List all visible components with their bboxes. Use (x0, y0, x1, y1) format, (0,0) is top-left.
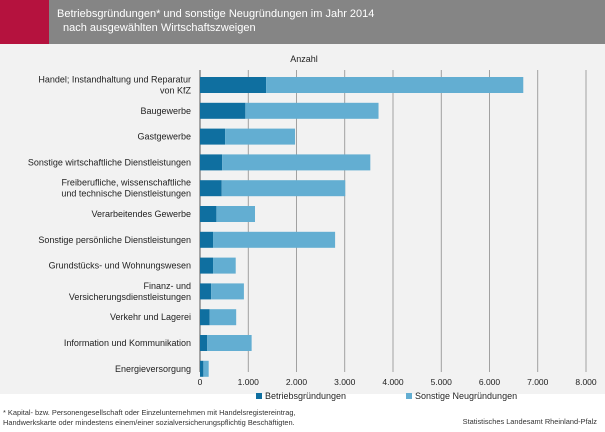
header-title-bar: Betriebsgründungen* und sonstige Neugrün… (49, 0, 605, 44)
category-label: Information und Kommunikation (64, 338, 191, 348)
category-label: Baugewerbe (140, 106, 191, 116)
bar-betriebsgruendungen (200, 206, 217, 222)
bar-sonstige-neugruendungen (245, 102, 379, 119)
bar-betriebsgruendungen (200, 283, 212, 300)
bar-betriebsgruendungen (200, 102, 246, 119)
legend-label-sonstige-neugruendungen: Sonstige Neugründungen (415, 391, 517, 401)
x-tick-label: 5.000 (431, 377, 453, 387)
x-tick-label: 0 (198, 377, 203, 387)
legend-swatch-sonstige-neugruendungen (406, 393, 412, 399)
bar-sonstige-neugruendungen (216, 206, 256, 222)
x-tick-label: 4.000 (382, 377, 404, 387)
category-label: Versicherungsdienstleistungen (69, 292, 191, 302)
chart-title-line1: Betriebsgründungen* und sonstige Neugrün… (57, 8, 375, 20)
bar-betriebsgruendungen (200, 335, 208, 351)
header-accent (0, 0, 49, 44)
bar-sonstige-neugruendungen (213, 231, 336, 248)
bar-sonstige-neugruendungen (213, 257, 236, 274)
category-label: von KfZ (160, 86, 192, 96)
category-label: Verkehr und Lagerei (110, 312, 191, 322)
source-credit: Statistisches Landesamt Rheinland-Pfalz (462, 417, 597, 426)
bar-sonstige-neugruendungen (211, 283, 244, 300)
bar-sonstige-neugruendungen (209, 309, 237, 326)
bar-sonstige-neugruendungen (266, 77, 524, 93)
footnote: * Kapital- bzw. Personengesellschaft ode… (3, 408, 296, 428)
footnote-line1: * Kapital- bzw. Personengesellschaft ode… (3, 408, 296, 417)
bar-betriebsgruendungen (200, 77, 267, 93)
x-tick-label: 7.000 (527, 377, 549, 387)
category-label: Grundstücks- und Wohnungswesen (49, 261, 191, 271)
footnote-line2: Handwerkskarte oder mindestens einem/ein… (3, 418, 295, 427)
category-label: Finanz- und (143, 281, 191, 291)
category-label: Energieversorgung (115, 364, 191, 374)
chart-area (0, 44, 605, 394)
bar-sonstige-neugruendungen (221, 180, 346, 197)
x-tick-label: 3.000 (334, 377, 356, 387)
bar-sonstige-neugruendungen (203, 360, 209, 377)
x-tick-label: 1.000 (238, 377, 260, 387)
bar-betriebsgruendungen (200, 231, 214, 248)
chart-title-line2: nach ausgewählten Wirtschaftszweigen (63, 22, 256, 34)
legend-swatch-betriebsgruendungen (256, 393, 262, 399)
bar-betriebsgruendungen (200, 154, 223, 171)
x-tick-label: 6.000 (479, 377, 501, 387)
bar-betriebsgruendungen (200, 257, 214, 274)
category-label: Sonstige persönliche Dienstleistungen (38, 235, 191, 245)
bar-sonstige-neugruendungen (207, 335, 252, 351)
bar-betriebsgruendungen (200, 360, 204, 377)
category-label: und technische Dienstleistungen (61, 189, 191, 199)
bar-sonstige-neugruendungen (222, 154, 371, 171)
bar-betriebsgruendungen (200, 309, 210, 326)
legend-label-betriebsgruendungen: Betriebsgründungen (265, 391, 346, 401)
category-label: Gastgewerbe (137, 132, 191, 142)
category-label: Verarbeitendes Gewerbe (91, 209, 191, 219)
x-tick-label: 8.000 (575, 377, 597, 387)
x-axis-label: Anzahl (290, 54, 318, 64)
header: Betriebsgründungen* und sonstige Neugrün… (0, 0, 605, 44)
category-label: Handel; Instandhaltung und Reparatur (38, 75, 191, 85)
category-label: Freiberufliche, wissenschaftliche (61, 178, 191, 188)
x-tick-label: 2.000 (286, 377, 308, 387)
bar-betriebsgruendungen (200, 128, 226, 145)
bar-betriebsgruendungen (200, 180, 222, 197)
bar-sonstige-neugruendungen (225, 128, 296, 145)
category-label: Sonstige wirtschaftliche Dienstleistunge… (28, 157, 191, 167)
